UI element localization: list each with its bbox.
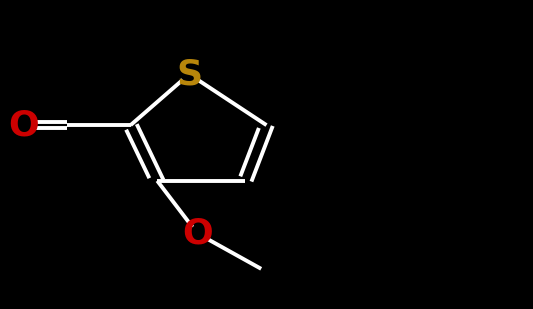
Text: O: O: [182, 216, 213, 250]
Text: S: S: [176, 57, 203, 91]
Text: O: O: [9, 108, 39, 142]
